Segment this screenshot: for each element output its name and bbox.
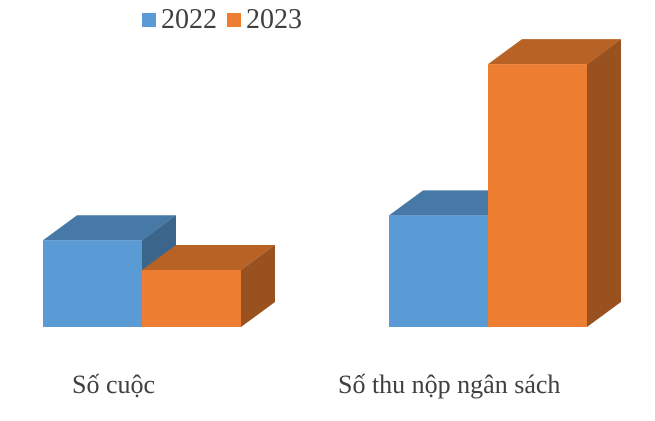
legend-swatch-2023 xyxy=(227,13,241,27)
category-label-so-thu-nop-ngan-sach: Số thu nộp ngân sách xyxy=(338,370,561,399)
bar-top-2022-0 xyxy=(43,215,176,241)
bar-front-2022-0 xyxy=(43,240,142,327)
legend-swatch-2022 xyxy=(142,13,156,27)
bar-front-2022-1 xyxy=(389,215,488,327)
category-label-so-cuoc: Số cuộc xyxy=(72,370,156,399)
legend-label-2023: 2023 xyxy=(246,4,302,35)
legend-label-2022: 2022 xyxy=(161,4,217,35)
bar-side-2023-0 xyxy=(241,244,275,327)
bar-side-2023-1 xyxy=(587,39,621,328)
legend-item-2022: 2022 xyxy=(142,6,217,34)
bar-front-2023-1 xyxy=(488,64,587,328)
bar-2023-0 xyxy=(142,244,275,327)
bar-top-2023-0 xyxy=(142,244,275,270)
bar-2022-0 xyxy=(43,215,176,327)
bar-top-2023-1 xyxy=(488,39,621,65)
legend-item-2023: 2023 xyxy=(227,6,302,34)
bar-front-2023-0 xyxy=(142,269,241,327)
bar-2023-1 xyxy=(488,39,621,328)
chart-legend: 2022 2023 xyxy=(142,6,302,34)
